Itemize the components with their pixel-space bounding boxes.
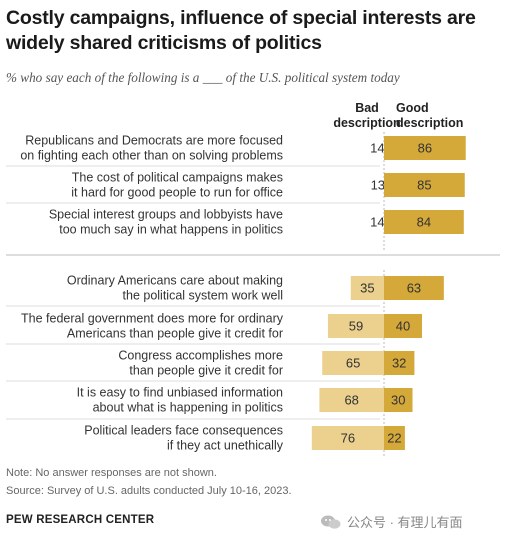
category-label: too much say in what happens in politics xyxy=(59,223,283,237)
bar-good xyxy=(384,314,422,338)
value-label-good: 40 xyxy=(396,319,410,334)
category-label: the political system work well xyxy=(123,289,283,303)
category-label: Ordinary Americans care about making xyxy=(67,274,283,288)
bar-bad xyxy=(311,426,384,450)
value-label-good: 85 xyxy=(417,178,431,193)
bar-bad xyxy=(319,388,384,412)
wechat-icon xyxy=(321,515,341,529)
bar-good xyxy=(384,351,415,375)
bar-good xyxy=(384,426,405,450)
value-label-bad: 35 xyxy=(360,281,374,296)
category-label: if they act unethically xyxy=(167,439,284,453)
value-label-bad: 76 xyxy=(341,431,355,446)
value-label-bad: 13 xyxy=(371,178,385,193)
category-label: on fighting each other than on solving p… xyxy=(20,149,283,163)
chart-note: Note: No answer responses are not shown. xyxy=(6,467,217,479)
value-label-good: 22 xyxy=(387,431,401,446)
category-label: about what is happening in politics xyxy=(93,401,283,415)
bar-good xyxy=(384,173,465,197)
value-label-bad: 14 xyxy=(370,141,384,156)
category-label: Political leaders face consequences xyxy=(84,424,283,438)
chart-source: Source: Survey of U.S. adults conducted … xyxy=(6,485,292,497)
category-label: The cost of political campaigns makes xyxy=(72,171,283,185)
category-label: it hard for good people to run for offic… xyxy=(71,186,283,200)
category-label: Congress accomplishes more xyxy=(118,349,283,363)
bar-good xyxy=(384,136,466,160)
column-header-bad: Bad description xyxy=(333,101,401,130)
value-label-good: 84 xyxy=(417,215,431,230)
value-label-bad: 59 xyxy=(349,319,363,334)
pew-brand: PEW RESEARCH CENTER xyxy=(6,514,155,526)
category-label: The federal government does more for ord… xyxy=(21,312,284,326)
bar-good xyxy=(384,388,413,412)
value-label-bad: 65 xyxy=(346,356,360,371)
value-label-good: 63 xyxy=(407,281,421,296)
value-label-good: 86 xyxy=(418,141,432,156)
value-label-bad: 14 xyxy=(370,215,384,230)
category-label: Special interest groups and lobbyists ha… xyxy=(49,208,283,222)
bar-good xyxy=(384,210,464,234)
value-label-good: 32 xyxy=(392,356,406,371)
column-header-good: Good description xyxy=(396,101,464,130)
category-label: Republicans and Democrats are more focus… xyxy=(25,134,283,148)
category-label: It is easy to find unbiased information xyxy=(77,386,283,400)
bar-good xyxy=(384,276,444,300)
watermark: 公众号 · 有理儿有面 xyxy=(320,512,463,531)
value-label-bad: 68 xyxy=(344,393,358,408)
diverging-bar-chart: Republicans and Democrats are more focus… xyxy=(6,132,500,456)
value-label-good: 30 xyxy=(391,393,405,408)
category-label: than people give it credit for xyxy=(129,364,283,378)
bar-bad xyxy=(327,314,384,338)
category-label: Americans than people give it credit for xyxy=(67,327,283,341)
bar-bad xyxy=(350,276,384,300)
chart-title: Costly campaigns, influence of special i… xyxy=(6,7,476,54)
chart-subtitle: % who say each of the following is a ___… xyxy=(6,70,400,85)
bar-bad xyxy=(322,351,384,375)
watermark-text: 公众号 · 有理儿有面 xyxy=(347,515,463,530)
